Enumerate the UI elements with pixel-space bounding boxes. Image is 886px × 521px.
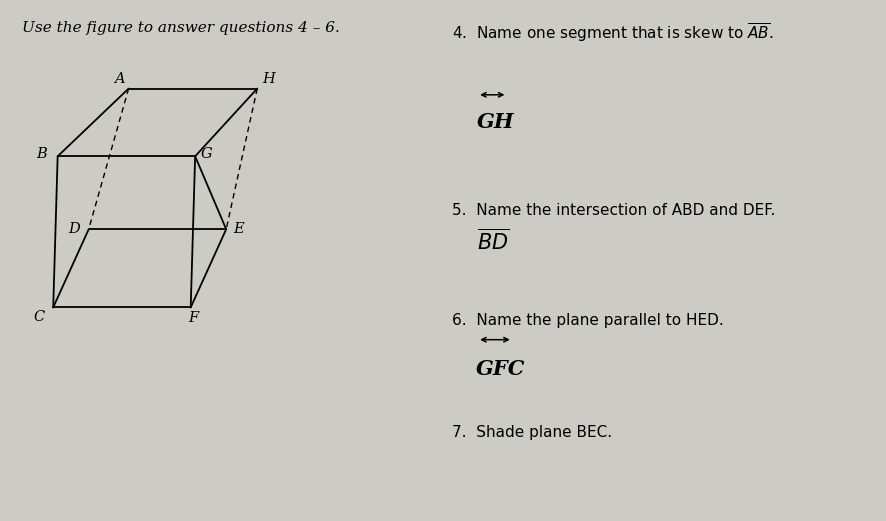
- Text: F: F: [188, 311, 198, 325]
- Text: 6.  Name the plane parallel to HED.: 6. Name the plane parallel to HED.: [452, 313, 723, 328]
- Text: C: C: [34, 310, 44, 324]
- Text: Use the figure to answer questions 4 – 6.: Use the figure to answer questions 4 – 6…: [22, 21, 339, 35]
- Text: 5.  Name the intersection of ABD and DEF.: 5. Name the intersection of ABD and DEF.: [452, 203, 775, 218]
- Text: B: B: [36, 147, 47, 160]
- Text: 4.  Name one segment that is skew to $\overline{AB}$.: 4. Name one segment that is skew to $\ov…: [452, 21, 773, 44]
- Text: A: A: [114, 72, 125, 86]
- Text: $\overline{BD}$: $\overline{BD}$: [477, 228, 509, 254]
- Text: E: E: [233, 222, 244, 236]
- Text: GFC: GFC: [475, 359, 525, 379]
- Text: 7.  Shade plane BEC.: 7. Shade plane BEC.: [452, 425, 612, 440]
- Text: H: H: [262, 72, 275, 86]
- Text: G: G: [200, 147, 213, 160]
- Text: GH: GH: [477, 112, 514, 132]
- Text: D: D: [67, 222, 80, 236]
